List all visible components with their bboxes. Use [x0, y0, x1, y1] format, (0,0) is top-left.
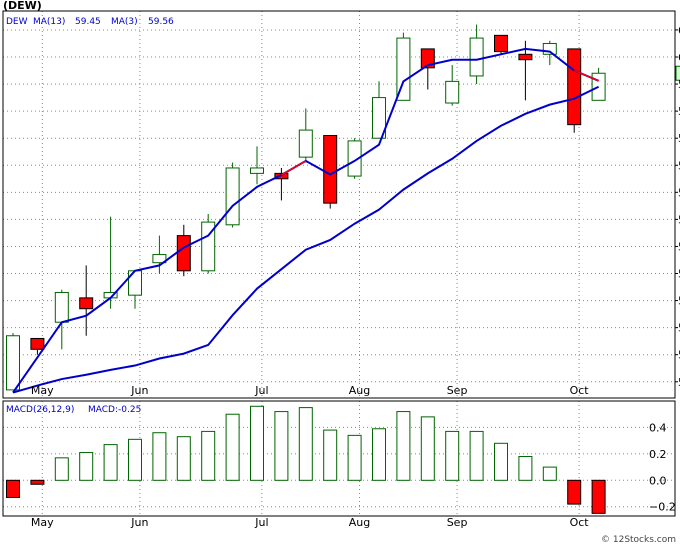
- ma3-legend-value: 59.56: [148, 17, 174, 27]
- macd-bar-positive: [177, 437, 190, 481]
- candle-body-down: [80, 298, 93, 309]
- macd-bar-negative: [7, 480, 20, 497]
- month-label-macd: Aug: [349, 516, 370, 529]
- macd-bar-positive: [324, 430, 337, 480]
- month-label-macd: Sep: [447, 516, 468, 529]
- month-label-price: Sep: [447, 384, 468, 397]
- macd-bar-positive: [153, 433, 166, 481]
- month-label-price: Oct: [570, 384, 590, 397]
- candle-body-up: [251, 168, 264, 173]
- macd-bar-negative: [31, 480, 44, 484]
- macd-bar-positive: [495, 443, 508, 480]
- macd-bar-positive: [129, 439, 142, 480]
- chart-title: (DEW): [3, 0, 42, 12]
- month-label-macd: Jul: [254, 516, 268, 529]
- month-label-price: Aug: [349, 384, 370, 397]
- macd-bar-positive: [299, 408, 312, 481]
- macd-bar-positive: [55, 458, 68, 480]
- macd-bar-positive: [446, 431, 459, 480]
- price-legend-symbol: DEW: [6, 17, 28, 27]
- ma13-legend-label: MA(13): [33, 17, 65, 27]
- month-label-price: Jul: [254, 384, 268, 397]
- macd-legend-label: MACD(26,12,9): [6, 405, 74, 415]
- footer-credit: © 12Stocks.com: [601, 535, 676, 545]
- candle-body-down: [31, 338, 44, 349]
- candle-body-up: [7, 336, 20, 390]
- macd-bar-positive: [348, 435, 361, 480]
- macd-tick-label: 0.2: [649, 448, 667, 461]
- macd-legend-value: MACD:-0.25: [88, 405, 141, 415]
- month-label-price: May: [31, 384, 54, 397]
- candle-body-up: [299, 130, 312, 157]
- month-label-macd: Oct: [570, 516, 590, 529]
- macd-bar-negative: [592, 480, 605, 513]
- macd-bar-positive: [519, 457, 532, 481]
- candle-body-down: [568, 49, 581, 125]
- marks-layer: [7, 25, 680, 514]
- macd-tick-label: 0.4: [649, 421, 667, 434]
- macd-bar-positive: [470, 431, 483, 480]
- macd-bar-negative: [568, 480, 581, 504]
- macd-bar-positive: [104, 445, 117, 481]
- ma3-legend-label: MA(3): [111, 17, 138, 27]
- macd-bar-positive: [397, 412, 410, 481]
- ma3-line: [13, 49, 599, 393]
- candle-body-down: [495, 35, 508, 51]
- candle-body-up: [226, 168, 239, 225]
- month-label-macd: May: [31, 516, 54, 529]
- candle-body-up: [55, 292, 68, 322]
- macd-bar-positive: [251, 406, 264, 480]
- macd-bar-positive: [543, 467, 556, 480]
- candle-body-down: [519, 54, 532, 59]
- candle-body-down: [177, 236, 190, 271]
- macd-bar-positive: [373, 429, 386, 481]
- ma3-line-red-segment: [281, 161, 305, 175]
- month-label-price: Jun: [130, 384, 148, 397]
- candle-body-up: [470, 38, 483, 76]
- macd-bar-positive: [80, 453, 93, 481]
- month-label-macd: Jun: [130, 516, 148, 529]
- candle-body-up: [446, 81, 459, 103]
- ma13-legend-value: 59.45: [75, 17, 101, 27]
- macd-tick-label: −0.2: [649, 501, 676, 514]
- macd-bar-positive: [421, 417, 434, 480]
- macd-bar-positive: [275, 412, 288, 481]
- macd-bar-positive: [202, 431, 215, 480]
- macd-bar-positive: [226, 414, 239, 480]
- candle-body-down: [324, 135, 337, 203]
- macd-tick-label: 0.0: [649, 474, 667, 487]
